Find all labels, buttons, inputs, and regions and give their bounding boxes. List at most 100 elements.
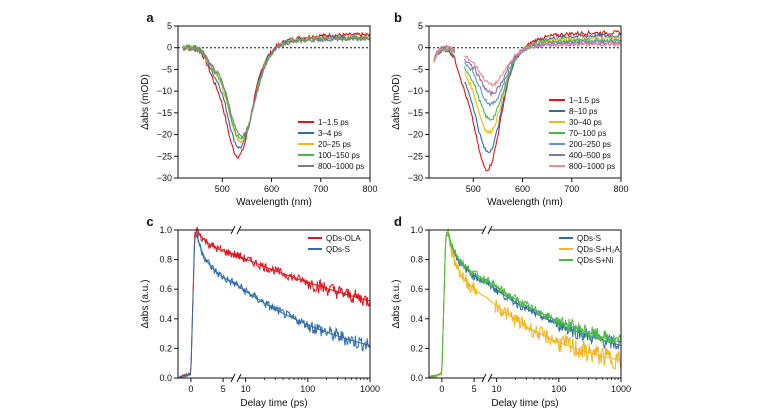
y-tick-label: 0.8 <box>159 255 172 265</box>
x-tick-label: 1000 <box>360 384 380 394</box>
plot-frame <box>177 25 371 179</box>
panel-d: d 0.0 0.2 0.4 0.6 0.8 1.0 0 5 10 100 1000 Delay time… <box>391 214 631 409</box>
x-tick-label: 800 <box>362 184 377 194</box>
series-data-trace <box>177 226 371 379</box>
x-tick-label: 10 <box>241 384 251 394</box>
panel-label: a <box>146 10 154 25</box>
series-data-trace <box>178 231 371 379</box>
axis-break-mark <box>236 373 242 383</box>
x-tick-label: 800 <box>613 184 628 194</box>
series-fit-line <box>446 232 621 361</box>
axis-break-mark <box>230 225 236 235</box>
y-tick-label: 0 <box>418 43 423 53</box>
y-tick-label: 0.2 <box>410 343 423 353</box>
legend-label: 8–10 ps <box>569 107 597 116</box>
y-axis-label: Δabs (a.u.) <box>140 280 151 329</box>
x-tick-label: 5 <box>221 384 226 394</box>
x-tick-label: 1000 <box>611 384 631 394</box>
y-axis-label: Δabs (a.u.) <box>391 280 402 329</box>
legend-label: 1–1.5 ps <box>569 96 600 105</box>
legend-label: 200–250 ps <box>569 140 611 149</box>
y-tick-label: −30 <box>408 173 423 183</box>
x-axis-label: Delay time (ps) <box>240 398 307 409</box>
x-tick-label: 700 <box>564 184 579 194</box>
panel-c: c 0.0 0.2 0.4 0.6 0.8 1.0 0 5 10 100 1000 Delay time… <box>140 214 380 409</box>
axis-break-mark <box>481 225 487 235</box>
y-tick-label: −20 <box>408 130 423 140</box>
panel-a: a 5 0 −5 −10 −15 −20 −25 −30 500 600 700 800 Waveleng… <box>140 10 378 208</box>
legend-label: 1–1.5 ps <box>318 118 349 127</box>
x-tick-label: 500 <box>466 184 481 194</box>
plot-frame <box>177 229 371 379</box>
y-tick-label: 0.4 <box>159 314 172 324</box>
axis-break-mask <box>233 374 239 382</box>
legend-label: QDs-S+H₂A <box>577 245 621 254</box>
x-tick-label: 600 <box>264 184 279 194</box>
x-tick-label: 100 <box>551 384 566 394</box>
axis-break-mark <box>487 373 493 383</box>
legend-label: QDs-S <box>577 234 601 243</box>
axis-break-mark <box>487 225 493 235</box>
axis-break-mark <box>481 373 487 383</box>
legend-label: 3–4 ps <box>318 129 342 138</box>
legend-label: 800–1000 ps <box>318 162 364 171</box>
x-tick-label: 600 <box>515 184 530 194</box>
y-tick-label: −10 <box>408 86 423 96</box>
y-tick-label: −25 <box>157 151 172 161</box>
y-tick-label: 1.0 <box>159 225 172 235</box>
series-line <box>182 35 371 139</box>
series-fit-line <box>446 232 621 346</box>
y-tick-label: 0.4 <box>410 314 423 324</box>
series-fit-line <box>195 229 370 302</box>
legend-label: QDs-S+Ni <box>577 256 613 265</box>
x-tick-label: 0 <box>439 384 444 394</box>
axis-break-mask <box>233 226 239 234</box>
series-data-trace <box>428 233 622 379</box>
series-line <box>182 31 371 159</box>
x-tick-label: 100 <box>300 384 315 394</box>
y-tick-label: −5 <box>413 64 423 74</box>
y-tick-label: −20 <box>157 130 172 140</box>
x-axis-label: Wavelength (nm) <box>236 197 312 208</box>
y-tick-label: 1.0 <box>410 225 423 235</box>
y-tick-label: −30 <box>157 173 172 183</box>
legend-label: 100–150 ps <box>318 151 360 160</box>
x-tick-label: 10 <box>492 384 502 394</box>
panel-label: c <box>146 214 153 229</box>
y-tick-label: 0 <box>167 43 172 53</box>
y-tick-label: 0.2 <box>159 343 172 353</box>
axis-break-mask <box>484 374 490 382</box>
series-line <box>433 41 622 88</box>
axis-break-mark <box>230 373 236 383</box>
legend-label: QDs-OLA <box>326 234 361 243</box>
x-tick-label: 700 <box>313 184 328 194</box>
plot-frame <box>428 229 622 379</box>
panel-label: d <box>394 214 402 229</box>
legend-label: 800–1000 ps <box>569 162 615 171</box>
series-fit-line <box>195 235 370 346</box>
panel-b: b 5 0 −5 −10 −15 −20 −25 −30 500 600 700 800 Waveleng… <box>391 10 629 208</box>
y-tick-label: 0.0 <box>159 373 172 383</box>
legend-label: 30–40 ps <box>569 118 602 127</box>
x-axis-label: Delay time (ps) <box>491 398 558 409</box>
legend-label: 400–500 ps <box>569 151 611 160</box>
y-tick-label: 0.6 <box>159 284 172 294</box>
series-fit-line <box>446 232 621 343</box>
y-tick-label: −15 <box>408 108 423 118</box>
y-axis-label: Δabs (mOD) <box>391 74 402 130</box>
axis-break-mark <box>236 225 242 235</box>
y-tick-label: 0.8 <box>410 255 423 265</box>
x-axis-label: Wavelength (nm) <box>487 197 563 208</box>
y-tick-label: −5 <box>162 64 172 74</box>
axis-break-mask <box>484 226 490 234</box>
y-tick-label: 0.6 <box>410 284 423 294</box>
x-tick-label: 0 <box>188 384 193 394</box>
panel-label: b <box>394 10 402 25</box>
legend-label: 20–25 ps <box>318 140 351 149</box>
x-tick-label: 5 <box>472 384 477 394</box>
y-tick-label: −10 <box>157 86 172 96</box>
y-tick-label: 5 <box>418 21 423 31</box>
plot-frame <box>428 25 622 179</box>
y-axis-label: Δabs (mOD) <box>140 74 151 130</box>
